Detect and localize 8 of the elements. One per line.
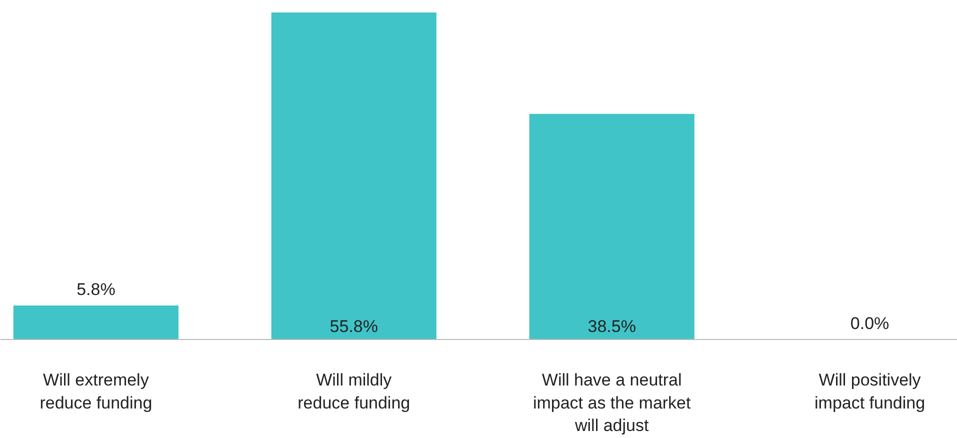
data-label: 55.8% <box>330 317 378 336</box>
x-tick-label: Will positively impact funding <box>814 370 926 412</box>
data-label: 38.5% <box>588 317 636 336</box>
data-label: 0.0% <box>850 314 890 333</box>
data-label: 5.8% <box>76 280 116 299</box>
x-tick-label: Will mildly reduce funding <box>298 370 410 412</box>
x-tick-label: Will extremely reduce funding <box>40 370 152 412</box>
x-tick-label: Will have a neutral impact as the market will adjust <box>532 370 692 436</box>
